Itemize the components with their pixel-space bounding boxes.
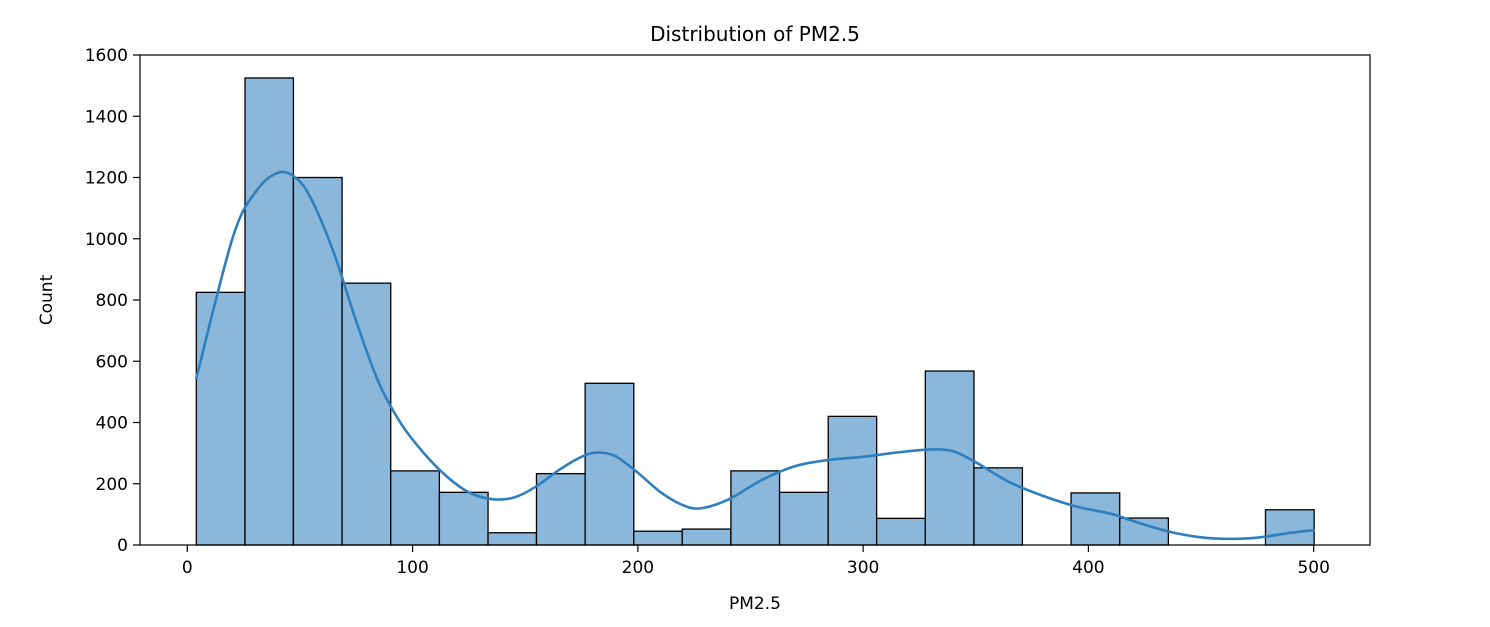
kde-curve-line xyxy=(195,170,1315,541)
histogram-bar xyxy=(341,282,392,546)
x-axis-ticks: 0 100 200 300 400 500 xyxy=(182,545,1330,578)
y-tick-label: 1000 xyxy=(85,230,128,250)
histogram-bar xyxy=(1264,509,1315,546)
x-tick-label: 500 xyxy=(1297,558,1329,578)
histogram-bars xyxy=(195,77,1315,546)
histogram-bar xyxy=(778,491,829,546)
histogram-bar xyxy=(1119,517,1170,546)
y-tick-label: 1600 xyxy=(85,46,128,66)
x-axis-label: PM2.5 xyxy=(729,594,781,614)
y-axis-ticks: 0 200 400 600 800 1000 1200 1400 1600 xyxy=(85,46,140,556)
histogram-bar xyxy=(875,517,926,546)
y-tick-label: 1400 xyxy=(85,107,128,127)
x-tick-label: 100 xyxy=(396,558,428,578)
y-tick-label: 400 xyxy=(96,414,128,434)
histogram-bar xyxy=(195,291,246,546)
x-tick-label: 300 xyxy=(847,558,879,578)
x-tick-label: 200 xyxy=(622,558,654,578)
histogram-bar xyxy=(681,528,732,546)
y-axis-label: Count xyxy=(37,274,57,325)
chart-title: Distribution of PM2.5 xyxy=(650,22,860,46)
histogram-bar xyxy=(535,472,586,546)
y-tick-label: 200 xyxy=(96,475,128,495)
histogram-bar xyxy=(292,176,343,546)
y-tick-label: 800 xyxy=(96,291,128,311)
histogram-bar xyxy=(730,470,781,546)
histogram-bar xyxy=(827,415,878,546)
histogram-bar xyxy=(487,532,538,546)
histogram-bar xyxy=(973,467,1024,546)
y-tick-label: 600 xyxy=(96,352,128,372)
kde-curve-group xyxy=(195,170,1315,541)
x-tick-label: 0 xyxy=(182,558,193,578)
histogram-bar xyxy=(633,530,683,546)
histogram-bar xyxy=(1070,492,1121,546)
x-tick-label: 400 xyxy=(1072,558,1104,578)
y-tick-label: 1200 xyxy=(85,169,128,189)
y-tick-label: 0 xyxy=(117,536,128,556)
histogram-bar xyxy=(390,470,441,546)
histogram-bar xyxy=(244,77,295,546)
histogram-bar xyxy=(438,491,489,546)
